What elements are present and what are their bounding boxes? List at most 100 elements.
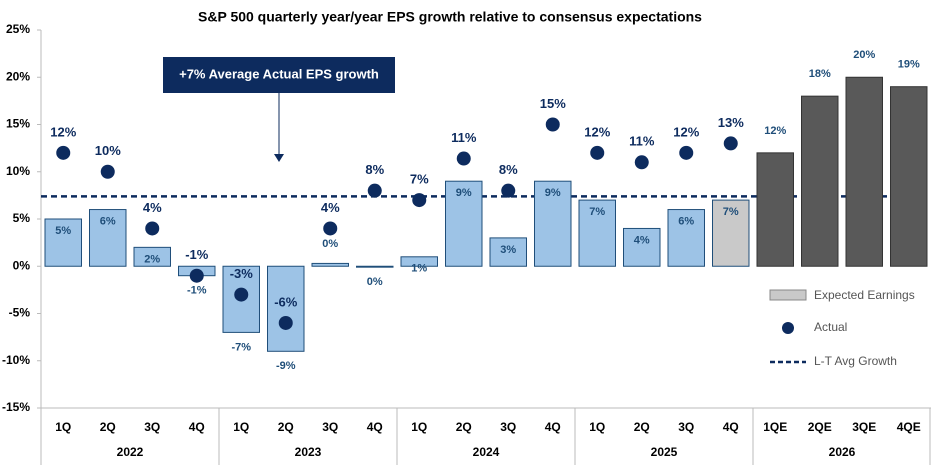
legend-swatch: [769, 289, 807, 301]
actual-dot: [323, 221, 338, 236]
bar: [311, 262, 349, 267]
bar-value-label: 18%: [809, 68, 831, 80]
bar: [801, 95, 839, 267]
x-tick-label: 1Q: [589, 420, 605, 434]
bar-value-label: 4%: [634, 234, 650, 246]
actual-dot: [145, 221, 160, 236]
bar-value-label: -7%: [231, 341, 251, 353]
actual-dot: [679, 145, 694, 160]
legend-label: Actual: [814, 320, 847, 334]
bar-value-label: 0%: [367, 276, 383, 288]
legend-swatch: [782, 322, 794, 334]
actual-dot: [234, 287, 249, 302]
actual-value-label: 11%: [451, 130, 477, 145]
bar: [845, 76, 883, 267]
actual-dot: [367, 183, 382, 198]
x-tick-label: 2QE: [808, 420, 832, 434]
bar-value-label: 7%: [723, 206, 739, 218]
actual-value-label: 7%: [410, 172, 429, 187]
x-tick-label: 1Q: [55, 420, 71, 434]
x-group-label: 2023: [295, 445, 322, 459]
bar: [623, 227, 661, 267]
bar-value-label: 12%: [764, 125, 786, 137]
x-tick-label: 2Q: [634, 420, 650, 434]
bar: [712, 199, 750, 267]
bar-value-label: 6%: [678, 215, 694, 227]
actual-value-label: 12%: [50, 124, 76, 139]
actual-value-label: 4%: [143, 200, 162, 215]
x-tick-label: 4QE: [897, 420, 921, 434]
x-tick-label: 2Q: [278, 420, 294, 434]
x-tick-label: 1QE: [763, 420, 787, 434]
actual-value-label: 13%: [718, 115, 744, 130]
chart-title: S&P 500 quarterly year/year EPS growth r…: [198, 9, 702, 25]
x-tick-label: 1Q: [411, 420, 427, 434]
legend-label: Expected Earnings: [814, 288, 915, 302]
actual-dot: [189, 268, 204, 283]
y-tick-label: 15%: [6, 117, 30, 131]
x-tick-label: 3QE: [852, 420, 876, 434]
bar: [133, 246, 171, 267]
bar-value-label: 5%: [55, 225, 71, 237]
x-tick-label: 3Q: [144, 420, 160, 434]
actual-value-label: 4%: [321, 200, 340, 215]
x-group-label: 2025: [651, 445, 678, 459]
x-tick-label: 4Q: [723, 420, 739, 434]
actual-value-label: 10%: [95, 143, 121, 158]
bar: [890, 86, 928, 267]
annotation-box: [163, 57, 395, 93]
bar: [489, 237, 527, 267]
actual-dot: [634, 155, 649, 170]
y-tick-label: -15%: [2, 400, 30, 414]
bar-value-label: 20%: [853, 49, 875, 61]
y-tick-label: -5%: [9, 306, 31, 320]
actual-value-label: -1%: [185, 247, 209, 262]
actual-value-label: -3%: [230, 266, 254, 281]
actual-dot: [456, 151, 471, 166]
actual-value-label: 8%: [365, 162, 384, 177]
actual-dot: [501, 183, 516, 198]
x-tick-label: 4Q: [545, 420, 561, 434]
bar: [356, 265, 394, 268]
y-tick-label: 20%: [6, 69, 30, 83]
actual-value-label: 15%: [540, 96, 566, 111]
bar-value-label: 6%: [100, 215, 116, 227]
y-tick-label: 25%: [6, 22, 30, 36]
bar: [267, 265, 305, 352]
bar-value-label: 0%: [322, 238, 338, 250]
bar: [667, 209, 705, 267]
x-group-label: 2022: [117, 445, 144, 459]
bar-value-label: 2%: [144, 253, 160, 265]
x-tick-label: 3Q: [678, 420, 694, 434]
x-tick-label: 2Q: [456, 420, 472, 434]
x-tick-label: 2Q: [100, 420, 116, 434]
bar: [756, 152, 794, 267]
actual-value-label: 8%: [499, 162, 518, 177]
x-tick-label: 4Q: [189, 420, 205, 434]
bar-value-label: 3%: [500, 244, 516, 256]
x-group-label: 2026: [829, 445, 856, 459]
bar: [445, 180, 483, 267]
y-tick-label: -10%: [2, 353, 30, 367]
annotation-text: +7% Average Actual EPS growth: [179, 66, 379, 81]
bar-value-label: 9%: [545, 187, 561, 199]
x-tick-label: 3Q: [322, 420, 338, 434]
legend-label: L-T Avg Growth: [814, 354, 897, 368]
actual-dot: [412, 193, 427, 208]
bar: [44, 218, 82, 267]
actual-value-label: 11%: [629, 134, 655, 149]
x-tick-label: 4Q: [367, 420, 383, 434]
actual-value-label: -6%: [274, 294, 298, 309]
actual-dot: [100, 164, 115, 179]
bar-value-label: 19%: [898, 59, 920, 71]
bar-value-label: 9%: [456, 187, 472, 199]
x-tick-label: 3Q: [500, 420, 516, 434]
y-tick-label: 10%: [6, 164, 30, 178]
actual-dot: [590, 145, 605, 160]
actual-value-label: 12%: [584, 124, 610, 139]
y-tick-label: 5%: [13, 211, 31, 225]
actual-dot: [56, 145, 71, 160]
actual-value-label: 12%: [673, 124, 699, 139]
bar-value-label: -1%: [187, 285, 207, 297]
